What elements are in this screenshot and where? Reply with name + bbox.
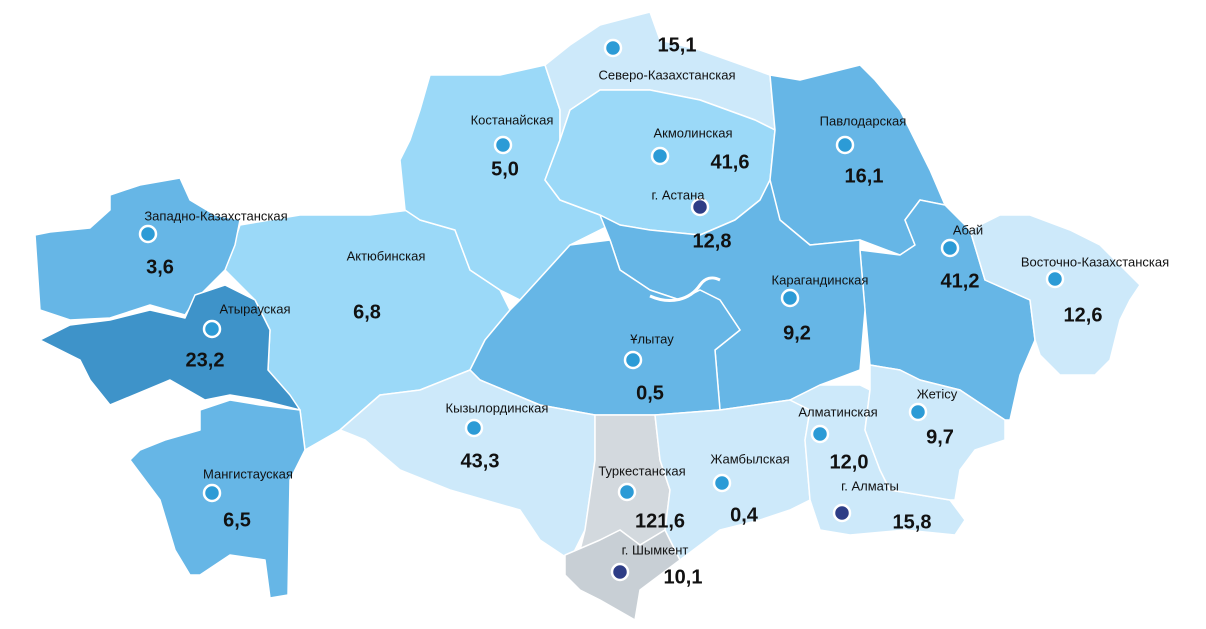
region-value: 6,8 [353,301,381,323]
region-marker [464,418,484,438]
region-marker [908,402,928,422]
city-marker [610,562,630,582]
region-marker [623,350,643,370]
region-value: 16,1 [845,165,884,187]
region-value: 43,3 [461,450,500,472]
region-name: Павлодарская [820,113,907,128]
region-name: Северо-Казахстанская [598,67,735,82]
region-shape [39,284,301,411]
region-value: 12,8 [693,230,732,252]
region-shape [864,364,1006,501]
region-value: 23,2 [186,349,225,371]
region-name: Кызылординская [446,400,549,415]
region-value: 6,5 [223,509,251,531]
region-value: 15,8 [893,511,932,533]
region-value: 41,2 [941,270,980,292]
region-marker [603,38,623,58]
region-marker [780,288,800,308]
region-marker [617,482,637,502]
region-name: г. Астана [652,187,706,202]
region-marker [810,424,830,444]
region-name: Жамбылская [710,451,789,466]
region-name: Акмолинская [653,125,732,140]
region-value: 0,5 [636,382,664,404]
region-name: Атырауская [219,301,290,316]
region-name: Западно-Казахстанская [144,208,287,223]
region-name: Жетісу [917,386,958,401]
region-marker [650,146,670,166]
region-value: 5,0 [491,158,519,180]
region-shape [789,384,966,536]
region-name: Абай [953,222,983,237]
region-value: 121,6 [635,510,685,532]
region-shape [34,177,241,321]
city-marker [690,197,710,217]
region-shape [654,399,811,561]
region-name: Алматинская [798,404,877,419]
region-name: Актюбинская [347,248,426,263]
region-shape [969,214,1141,376]
region-name: Карагандинская [772,272,869,287]
region-name: Восточно-Казахстанская [1021,254,1169,269]
region-name: Мангистауская [203,466,293,481]
city-marker [832,503,852,523]
region-name: Костанайская [471,112,554,127]
region-name: г. Шымкент [622,542,689,557]
region-name: г. Алматы [841,478,899,493]
region-value: 15,1 [658,34,697,56]
region-value: 3,6 [146,256,174,278]
region-marker [1045,269,1065,289]
region-marker [712,473,732,493]
region-value: 9,2 [783,322,811,344]
region-value: 12,6 [1064,304,1103,326]
region-value: 9,7 [926,426,954,448]
river [649,276,721,302]
region-marker [835,135,855,155]
region-value: 10,1 [664,566,703,588]
region-shape [339,369,596,561]
region-value: 41,6 [711,151,750,173]
region-value: 0,4 [730,504,759,526]
region-marker [202,483,222,503]
labels-layer: Северо-Казахстанская 15,1 Костанайская 5,0 А… [138,34,1169,588]
region-value: 12,0 [830,451,869,473]
regions-layer [34,11,1141,621]
region-marker [493,135,513,155]
region-marker [138,224,158,244]
region-name: Туркестанская [598,463,685,478]
region-marker [202,319,222,339]
region-name: Ұлытау [630,331,674,346]
region-marker [940,238,960,258]
